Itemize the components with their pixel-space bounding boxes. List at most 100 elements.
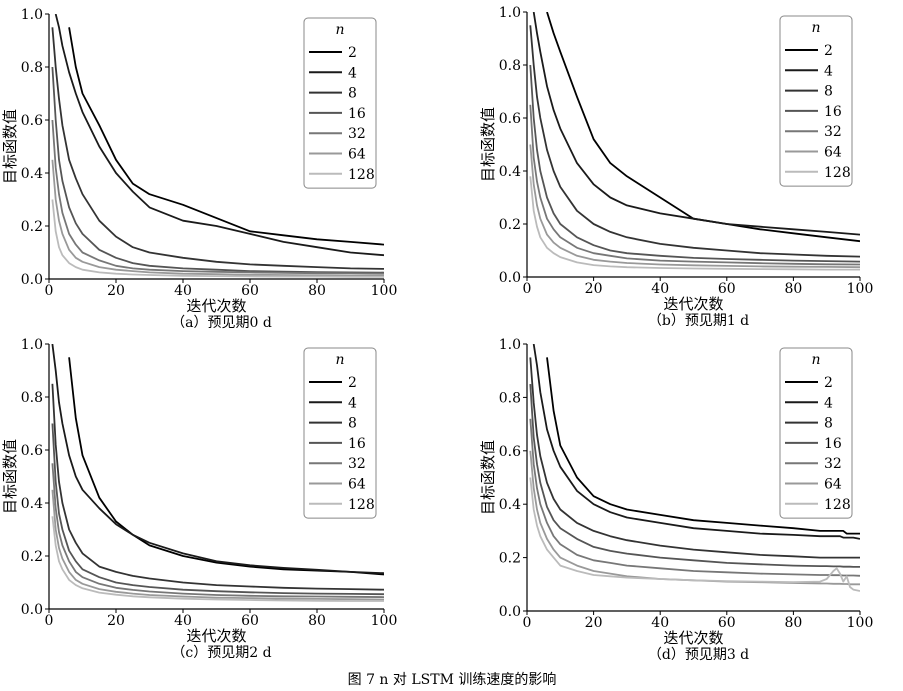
legend-label-d-n16: 16	[824, 436, 842, 452]
series-line-a-n16	[51, 66, 384, 274]
y-tick-label-b: 0.0	[499, 270, 521, 286]
y-tick-label-c: 0.6	[21, 443, 43, 459]
x-tick-label-c: 0	[45, 613, 54, 629]
legend-label-c-n2: 2	[348, 375, 357, 391]
legend-title-a: n	[335, 22, 344, 38]
x-tick-label-d: 40	[651, 615, 669, 631]
series-line-b-n128	[529, 176, 860, 271]
x-axis-label-a: 迭代次数	[186, 297, 246, 315]
legend-label-b-n4: 4	[824, 63, 833, 79]
series-line-d-n8	[529, 357, 860, 559]
x-tick-label-a: 40	[174, 283, 192, 299]
legend-box-a	[303, 17, 377, 189]
x-axis-label-d: 迭代次数	[663, 629, 723, 647]
series-line-a-n2	[68, 27, 384, 246]
y-tick-label-d: 0.0	[499, 604, 521, 620]
legend-label-d-n4: 4	[824, 395, 833, 411]
series-line-a-n64	[51, 159, 384, 277]
y-tick-label-c: 1.0	[21, 337, 43, 353]
legend-box-b	[779, 15, 853, 187]
y-axis-label-c: 目标函数值	[1, 439, 19, 514]
chart-panel-b: 0 20 40 60 80 100 0.0 0.2 0.4 0.6 0.8 1.0 迭代次数 目标函数值 （…	[479, 5, 873, 329]
y-tick-label-c: 0.0	[21, 602, 43, 618]
panel-caption-c: （c）预见期2 d	[171, 645, 271, 661]
chart-panel-c: 0 20 40 60 80 100 0.0 0.2 0.4 0.6 0.8 1.0 迭代次数 目标函数值 （…	[1, 337, 397, 661]
series-line-a-n128	[51, 199, 384, 278]
y-tick-label-d: 0.6	[499, 444, 521, 460]
series-line-c-n128	[51, 516, 384, 602]
series-line-d-n128	[529, 477, 860, 592]
legend-label-d-n64: 64	[824, 477, 842, 493]
x-tick-label-c: 100	[371, 613, 398, 629]
y-tick-label-a: 0.4	[21, 166, 43, 182]
legend-title-b: n	[811, 20, 820, 36]
legend-label-b-n32: 32	[824, 124, 842, 140]
legend-label-d-n2: 2	[824, 375, 833, 391]
y-tick-label-a: 0.6	[21, 113, 43, 129]
legend-box-d	[779, 347, 853, 519]
y-tick-label-b: 0.8	[499, 58, 521, 74]
chart-panel-a: 0 20 40 60 80 100 0.0 0.2 0.4 0.6 0.8 1.0 迭代次数 目标函数值 （…	[1, 7, 397, 331]
x-axis-label-c: 迭代次数	[186, 627, 246, 645]
legend-label-b-n2: 2	[824, 43, 833, 59]
legend-label-b-n16: 16	[824, 104, 842, 120]
legend-title-d: n	[811, 352, 820, 368]
series-line-d-n16	[529, 384, 860, 568]
legend-label-d-n32: 32	[824, 456, 842, 472]
legend-label-a-n8: 8	[348, 86, 357, 102]
series-line-a-n4	[54, 14, 384, 257]
series-line-c-n8	[51, 383, 384, 591]
series-line-b-n16	[529, 64, 860, 263]
x-tick-label-a: 100	[371, 283, 398, 299]
series-line-b-n2	[546, 12, 860, 243]
y-tick-label-c: 0.8	[21, 390, 43, 406]
legend-label-a-n64: 64	[348, 147, 366, 163]
legend-label-b-n8: 8	[824, 84, 833, 100]
y-tick-label-c: 0.2	[21, 549, 43, 565]
series-line-c-n64	[51, 489, 384, 601]
panel-caption-d: （d）预见期3 d	[648, 647, 749, 663]
y-tick-label-d: 1.0	[499, 337, 521, 353]
legend-title-c: n	[335, 352, 344, 368]
x-tick-label-d: 0	[523, 615, 532, 631]
y-axis-label-d: 目标函数值	[479, 440, 497, 515]
series-line-c-n16	[51, 423, 384, 596]
x-tick-label-b: 80	[784, 281, 802, 297]
x-tick-label-a: 60	[241, 283, 259, 299]
legend-label-a-n128: 128	[348, 167, 375, 183]
x-tick-label-d: 80	[784, 615, 802, 631]
x-tick-label-d: 100	[847, 615, 874, 631]
y-tick-label-a: 0.0	[21, 272, 43, 288]
y-tick-label-b: 0.4	[499, 164, 521, 180]
x-tick-label-a: 0	[45, 283, 54, 299]
x-tick-label-b: 40	[651, 281, 669, 297]
legend-label-c-n4: 4	[348, 395, 357, 411]
legend-label-b-n128: 128	[824, 165, 851, 181]
y-tick-label-a: 0.8	[21, 60, 43, 76]
series-line-b-n32	[529, 104, 860, 266]
legend-box-c	[303, 347, 377, 519]
x-tick-label-b: 20	[585, 281, 603, 297]
legend-label-a-n16: 16	[348, 106, 366, 122]
x-tick-label-c: 60	[241, 613, 259, 629]
x-tick-label-a: 20	[107, 283, 125, 299]
legend-label-a-n4: 4	[348, 65, 357, 81]
legend-label-c-n32: 32	[348, 456, 366, 472]
x-tick-label-c: 80	[308, 613, 326, 629]
series-line-b-n64	[529, 144, 860, 269]
y-tick-label-d: 0.4	[499, 497, 521, 513]
series-line-d-n2	[546, 357, 860, 535]
series-line-b-n4	[532, 12, 860, 236]
legend-label-c-n16: 16	[348, 436, 366, 452]
y-tick-label-a: 1.0	[21, 7, 43, 23]
x-tick-label-b: 100	[847, 281, 874, 297]
panel-caption-b: （b）预见期1 d	[648, 313, 749, 329]
y-tick-label-d: 0.2	[499, 551, 521, 567]
legend-label-c-n128: 128	[348, 497, 375, 513]
x-tick-label-c: 20	[107, 613, 125, 629]
figure-caption: 图 7 n 对 LSTM 训练速度的影响	[348, 672, 557, 688]
series-line-a-n32	[51, 119, 384, 275]
series-line-c-n4	[51, 344, 384, 575]
panel-caption-a: （a）预见期0 d	[171, 315, 272, 331]
